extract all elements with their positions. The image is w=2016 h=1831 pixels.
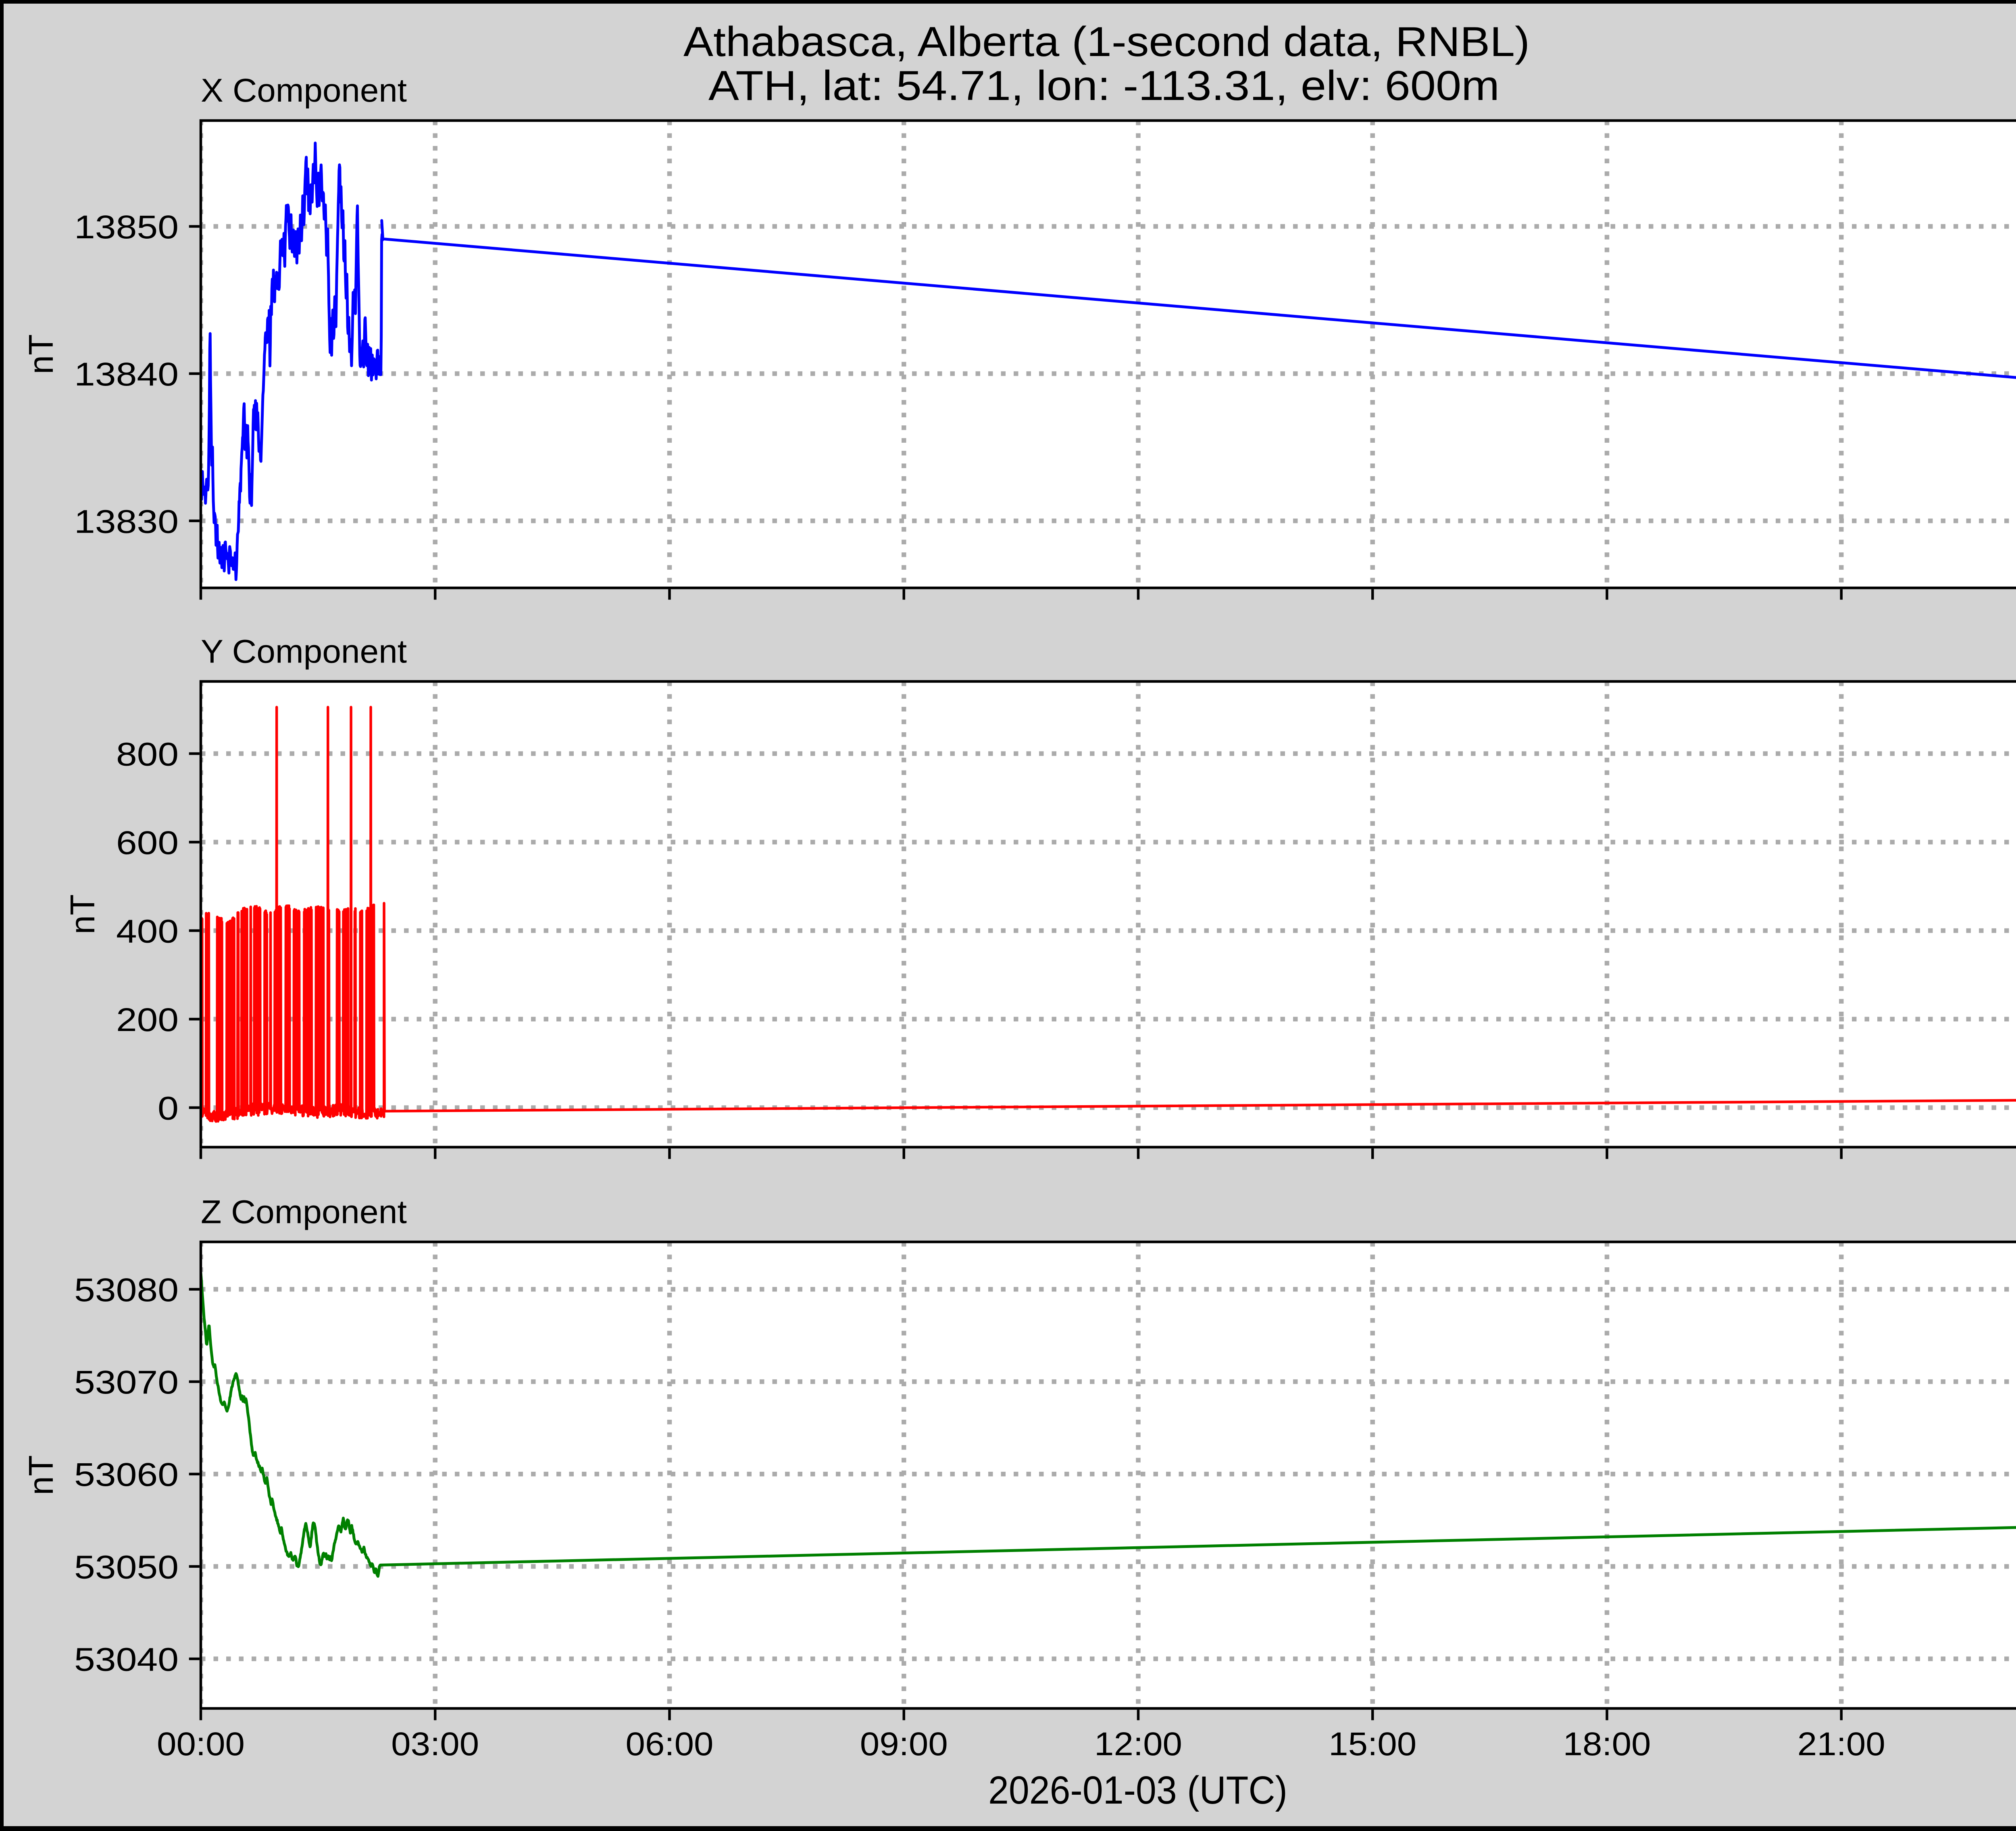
svg-text:Athabasca, Alberta (1-second d: Athabasca, Alberta (1-second data, RNBL) <box>683 19 1530 65</box>
svg-text:18:00: 18:00 <box>1563 1726 1651 1762</box>
svg-text:03:00: 03:00 <box>391 1726 479 1762</box>
svg-text:Z Component: Z Component <box>201 1194 407 1231</box>
svg-text:13840: 13840 <box>74 356 179 393</box>
svg-text:15:00: 15:00 <box>1329 1726 1416 1762</box>
svg-text:53080: 53080 <box>74 1272 179 1308</box>
svg-text:200: 200 <box>116 1002 179 1038</box>
svg-text:0: 0 <box>158 1090 179 1127</box>
svg-text:06:00: 06:00 <box>626 1726 714 1762</box>
svg-text:nT: nT <box>64 894 102 934</box>
svg-text:13830: 13830 <box>74 503 179 540</box>
svg-text:nT: nT <box>22 1455 60 1495</box>
svg-text:13850: 13850 <box>74 209 179 246</box>
svg-text:800: 800 <box>116 736 179 773</box>
svg-text:2026-01-03 (UTC): 2026-01-03 (UTC) <box>988 1768 1287 1812</box>
svg-text:X Component: X Component <box>201 72 407 109</box>
svg-text:21:00: 21:00 <box>1797 1726 1885 1762</box>
svg-text:400: 400 <box>116 913 179 950</box>
svg-text:00:00: 00:00 <box>157 1726 245 1762</box>
svg-text:600: 600 <box>116 825 179 861</box>
svg-text:ATH, lat: 54.71, lon: -113.31,: ATH, lat: 54.71, lon: -113.31, elv: 600m <box>708 62 1500 109</box>
svg-text:Y Component: Y Component <box>201 633 407 670</box>
svg-text:12:00: 12:00 <box>1094 1726 1182 1762</box>
svg-text:53070: 53070 <box>74 1364 179 1401</box>
svg-text:nT: nT <box>22 334 60 374</box>
svg-text:09:00: 09:00 <box>860 1726 948 1762</box>
svg-text:53050: 53050 <box>74 1549 179 1585</box>
svg-text:53060: 53060 <box>74 1456 179 1493</box>
svg-text:53040: 53040 <box>74 1641 179 1678</box>
